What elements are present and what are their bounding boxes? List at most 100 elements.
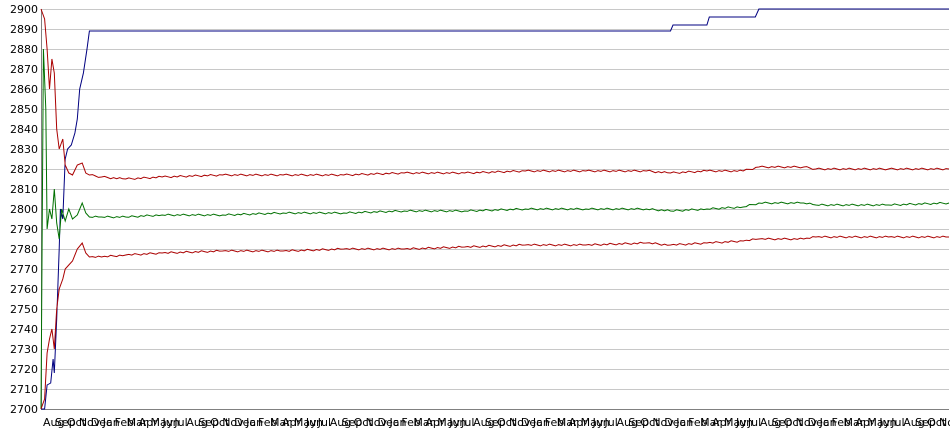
x-tick-label: Jan — [675, 416, 693, 429]
y-tick-label: 2770 — [10, 263, 38, 276]
x-tick-label: Sep — [915, 416, 936, 429]
x-tick-label: Feb — [832, 416, 851, 429]
x-tick-label: Oct — [784, 416, 804, 429]
y-tick-label: 2790 — [10, 223, 38, 236]
x-tick-label: Jun — [735, 416, 753, 429]
x-tick-label: Dec — [664, 416, 685, 429]
y-tick-label: 2780 — [10, 243, 38, 256]
x-tick-label: Oct — [927, 416, 947, 429]
x-tick-label: Mar — [270, 416, 291, 429]
series-line-4 — [40, 235, 949, 410]
y-tick-label: 2800 — [10, 203, 38, 216]
x-tick-label: May — [437, 416, 460, 429]
x-tick-label: Sep — [342, 416, 363, 429]
y-tick-label: 2750 — [10, 303, 38, 316]
x-tick-label: Jan — [819, 416, 837, 429]
series-line-2 — [40, 8, 950, 180]
x-tick-label: Dec — [378, 416, 399, 429]
x-tick-label: Jun — [448, 416, 466, 429]
y-tick-label: 2830 — [10, 143, 38, 156]
y-tick-label: 2760 — [10, 283, 38, 296]
x-tick-label: Feb — [401, 416, 420, 429]
x-tick-label: Aug — [330, 416, 351, 429]
x-tick-label: Mar — [127, 416, 148, 429]
x-tick-label: May — [151, 416, 174, 429]
y-tick-label: 2900 — [10, 3, 38, 16]
y-tick-label: 2880 — [10, 43, 38, 56]
x-tick-label: Apr — [569, 416, 589, 429]
x-tick-label: Nov — [796, 416, 818, 429]
x-tick-label: Apr — [425, 416, 445, 429]
x-tick-label: May — [294, 416, 317, 429]
gridlines — [41, 9, 949, 410]
x-tick-label: Aug — [760, 416, 781, 429]
x-tick-label: Jul — [604, 416, 618, 429]
y-tick-label: 2810 — [10, 183, 38, 196]
x-tick-label: Jul — [317, 416, 331, 429]
x-tick-label: Feb — [688, 416, 707, 429]
x-tick-label: Jan — [532, 416, 550, 429]
x-tick-label: Dec — [808, 416, 829, 429]
x-tick-label: Feb — [545, 416, 564, 429]
y-tick-label: 2850 — [10, 103, 38, 116]
x-tick-label: Jul — [890, 416, 904, 429]
series-line-1 — [41, 8, 949, 410]
x-tick-label: Nov — [79, 416, 101, 429]
x-tick-label: Oct — [210, 416, 230, 429]
y-tick-label: 2870 — [10, 63, 38, 76]
x-tick-label: Mar — [843, 416, 864, 429]
x-tick-label: May — [724, 416, 747, 429]
x-tick-label: Mar — [700, 416, 721, 429]
x-tick-label: Jun — [878, 416, 896, 429]
x-tick-label: Aug — [903, 416, 924, 429]
y-tick-label: 2840 — [10, 123, 38, 136]
x-tick-label: Apr — [282, 416, 302, 429]
x-tick-label: Nov — [366, 416, 388, 429]
x-tick-label: Jul — [173, 416, 187, 429]
series-line-3 — [40, 48, 950, 410]
x-tick-label: Jun — [305, 416, 323, 429]
y-tick-label: 2860 — [10, 83, 38, 96]
x-tick-label: Apr — [139, 416, 159, 429]
y-tick-label: 2700 — [10, 403, 38, 416]
x-tick-label: Jul — [460, 416, 474, 429]
y-tick-label: 2740 — [10, 323, 38, 336]
y-tick-labels: 2700 2710 2720 2730 2740 2750 2760 2770 2780 2790… — [10, 3, 38, 416]
x-tick-label: Oct — [67, 416, 87, 429]
x-tick-label: Jan — [245, 416, 263, 429]
x-tick-label: Oct — [354, 416, 374, 429]
x-tick-label: Jan — [102, 416, 120, 429]
x-tick-label: Aug — [43, 416, 64, 429]
x-tick-label: Nov — [652, 416, 674, 429]
x-tick-label: Oct — [640, 416, 660, 429]
x-tick-label: Sep — [485, 416, 506, 429]
x-tick-label: Jun — [592, 416, 610, 429]
x-tick-label: Dec — [91, 416, 112, 429]
x-tick-label: Sep — [628, 416, 649, 429]
x-tick-label: May — [581, 416, 604, 429]
x-tick-label: Nov — [509, 416, 531, 429]
x-tick-label: Feb — [115, 416, 134, 429]
x-tick-label: Sep — [198, 416, 219, 429]
y-tick-label: 2710 — [10, 383, 38, 396]
x-tick-label: Jun — [161, 416, 179, 429]
x-tick-label: Nov — [939, 416, 950, 429]
x-tick-label: Nov — [222, 416, 244, 429]
x-tick-label: Apr — [855, 416, 875, 429]
x-tick-label: Jul — [747, 416, 761, 429]
y-tick-label: 2730 — [10, 343, 38, 356]
y-tick-label: 2820 — [10, 163, 38, 176]
x-tick-label: Aug — [616, 416, 637, 429]
x-tick-label: May — [867, 416, 890, 429]
x-tick-label: Dec — [521, 416, 542, 429]
x-tick-label: Sep — [55, 416, 76, 429]
x-tick-label: Oct — [497, 416, 517, 429]
x-tick-label: Aug — [186, 416, 207, 429]
x-tick-label: Apr — [712, 416, 732, 429]
x-tick-label: Dec — [234, 416, 255, 429]
series-lines — [40, 8, 950, 410]
y-tick-label: 2720 — [10, 363, 38, 376]
x-tick-label: Feb — [258, 416, 277, 429]
